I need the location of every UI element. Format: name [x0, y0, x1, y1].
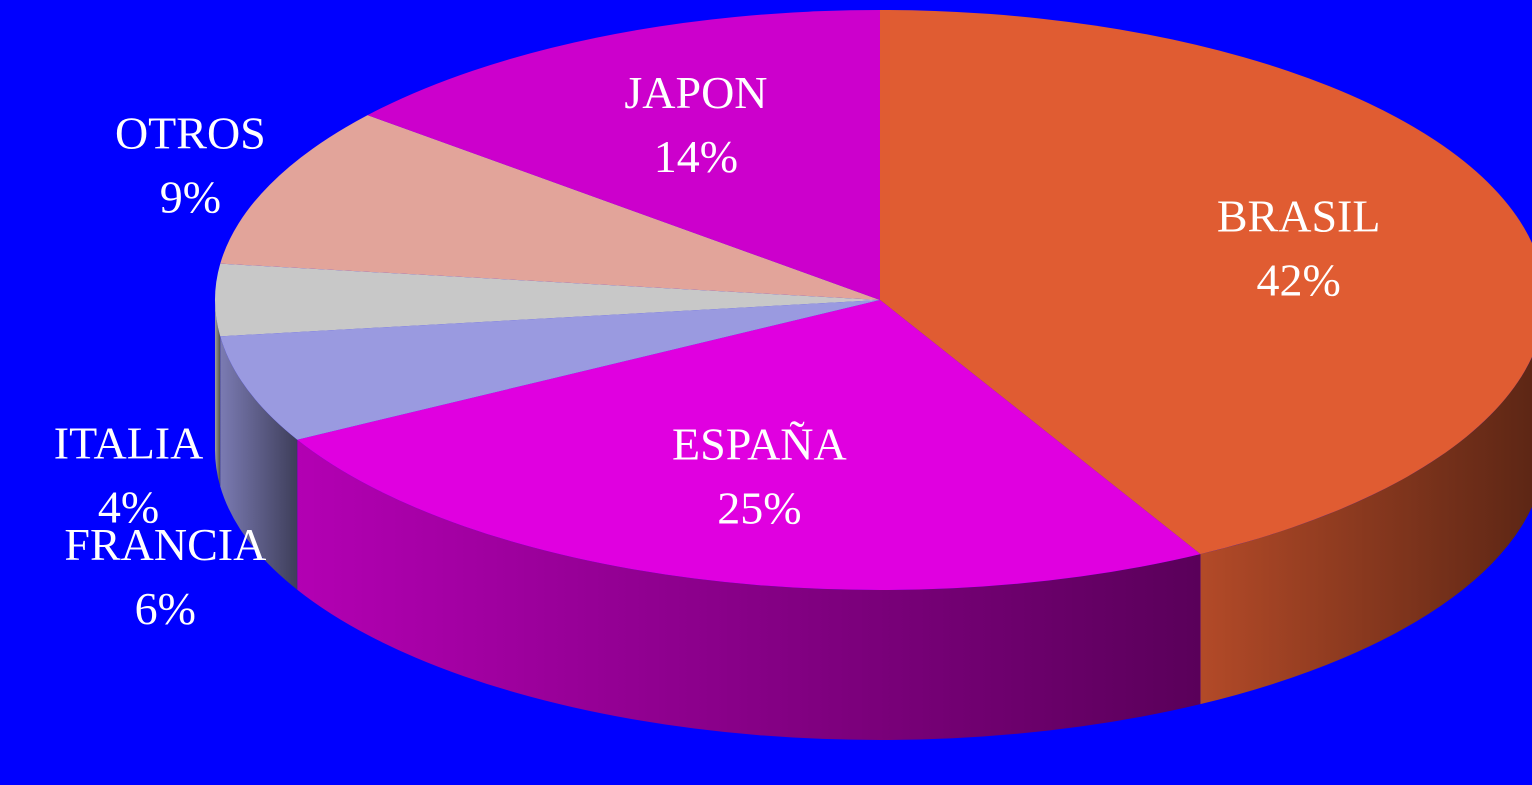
slice-category-label: ESPAÑA — [672, 419, 847, 470]
slice-side — [220, 336, 298, 590]
slice-side — [297, 439, 1201, 740]
slice-category-label: JAPON — [624, 67, 767, 118]
slice-side — [1200, 356, 1532, 705]
slice-category-label: FRANCIA — [64, 519, 266, 570]
slice — [297, 300, 1201, 590]
slice-value-label: 42% — [1257, 255, 1341, 306]
slice-category-label: OTROS — [115, 107, 266, 158]
slice-category-label: ITALIA — [54, 418, 204, 469]
slice-value-label: 14% — [654, 131, 738, 182]
slice — [220, 115, 881, 301]
slice-value-label: 25% — [717, 483, 801, 534]
slice — [220, 300, 881, 440]
slice-value-label: 9% — [160, 171, 221, 222]
slice-side — [215, 300, 221, 487]
slice-value-label: 6% — [135, 583, 196, 634]
slice — [214, 263, 880, 337]
slice — [880, 10, 1532, 555]
slice — [367, 10, 880, 300]
slice-value-label: 4% — [98, 482, 159, 533]
slice-category-label: BRASIL — [1217, 191, 1381, 242]
